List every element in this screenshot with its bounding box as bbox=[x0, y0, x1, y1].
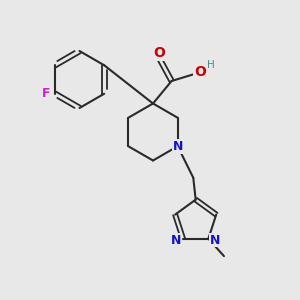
Text: H: H bbox=[207, 60, 215, 70]
Text: N: N bbox=[173, 140, 184, 153]
Text: N: N bbox=[210, 234, 220, 247]
Text: O: O bbox=[153, 46, 165, 60]
Text: O: O bbox=[194, 65, 206, 79]
Text: N: N bbox=[171, 234, 182, 247]
Text: F: F bbox=[42, 87, 50, 100]
